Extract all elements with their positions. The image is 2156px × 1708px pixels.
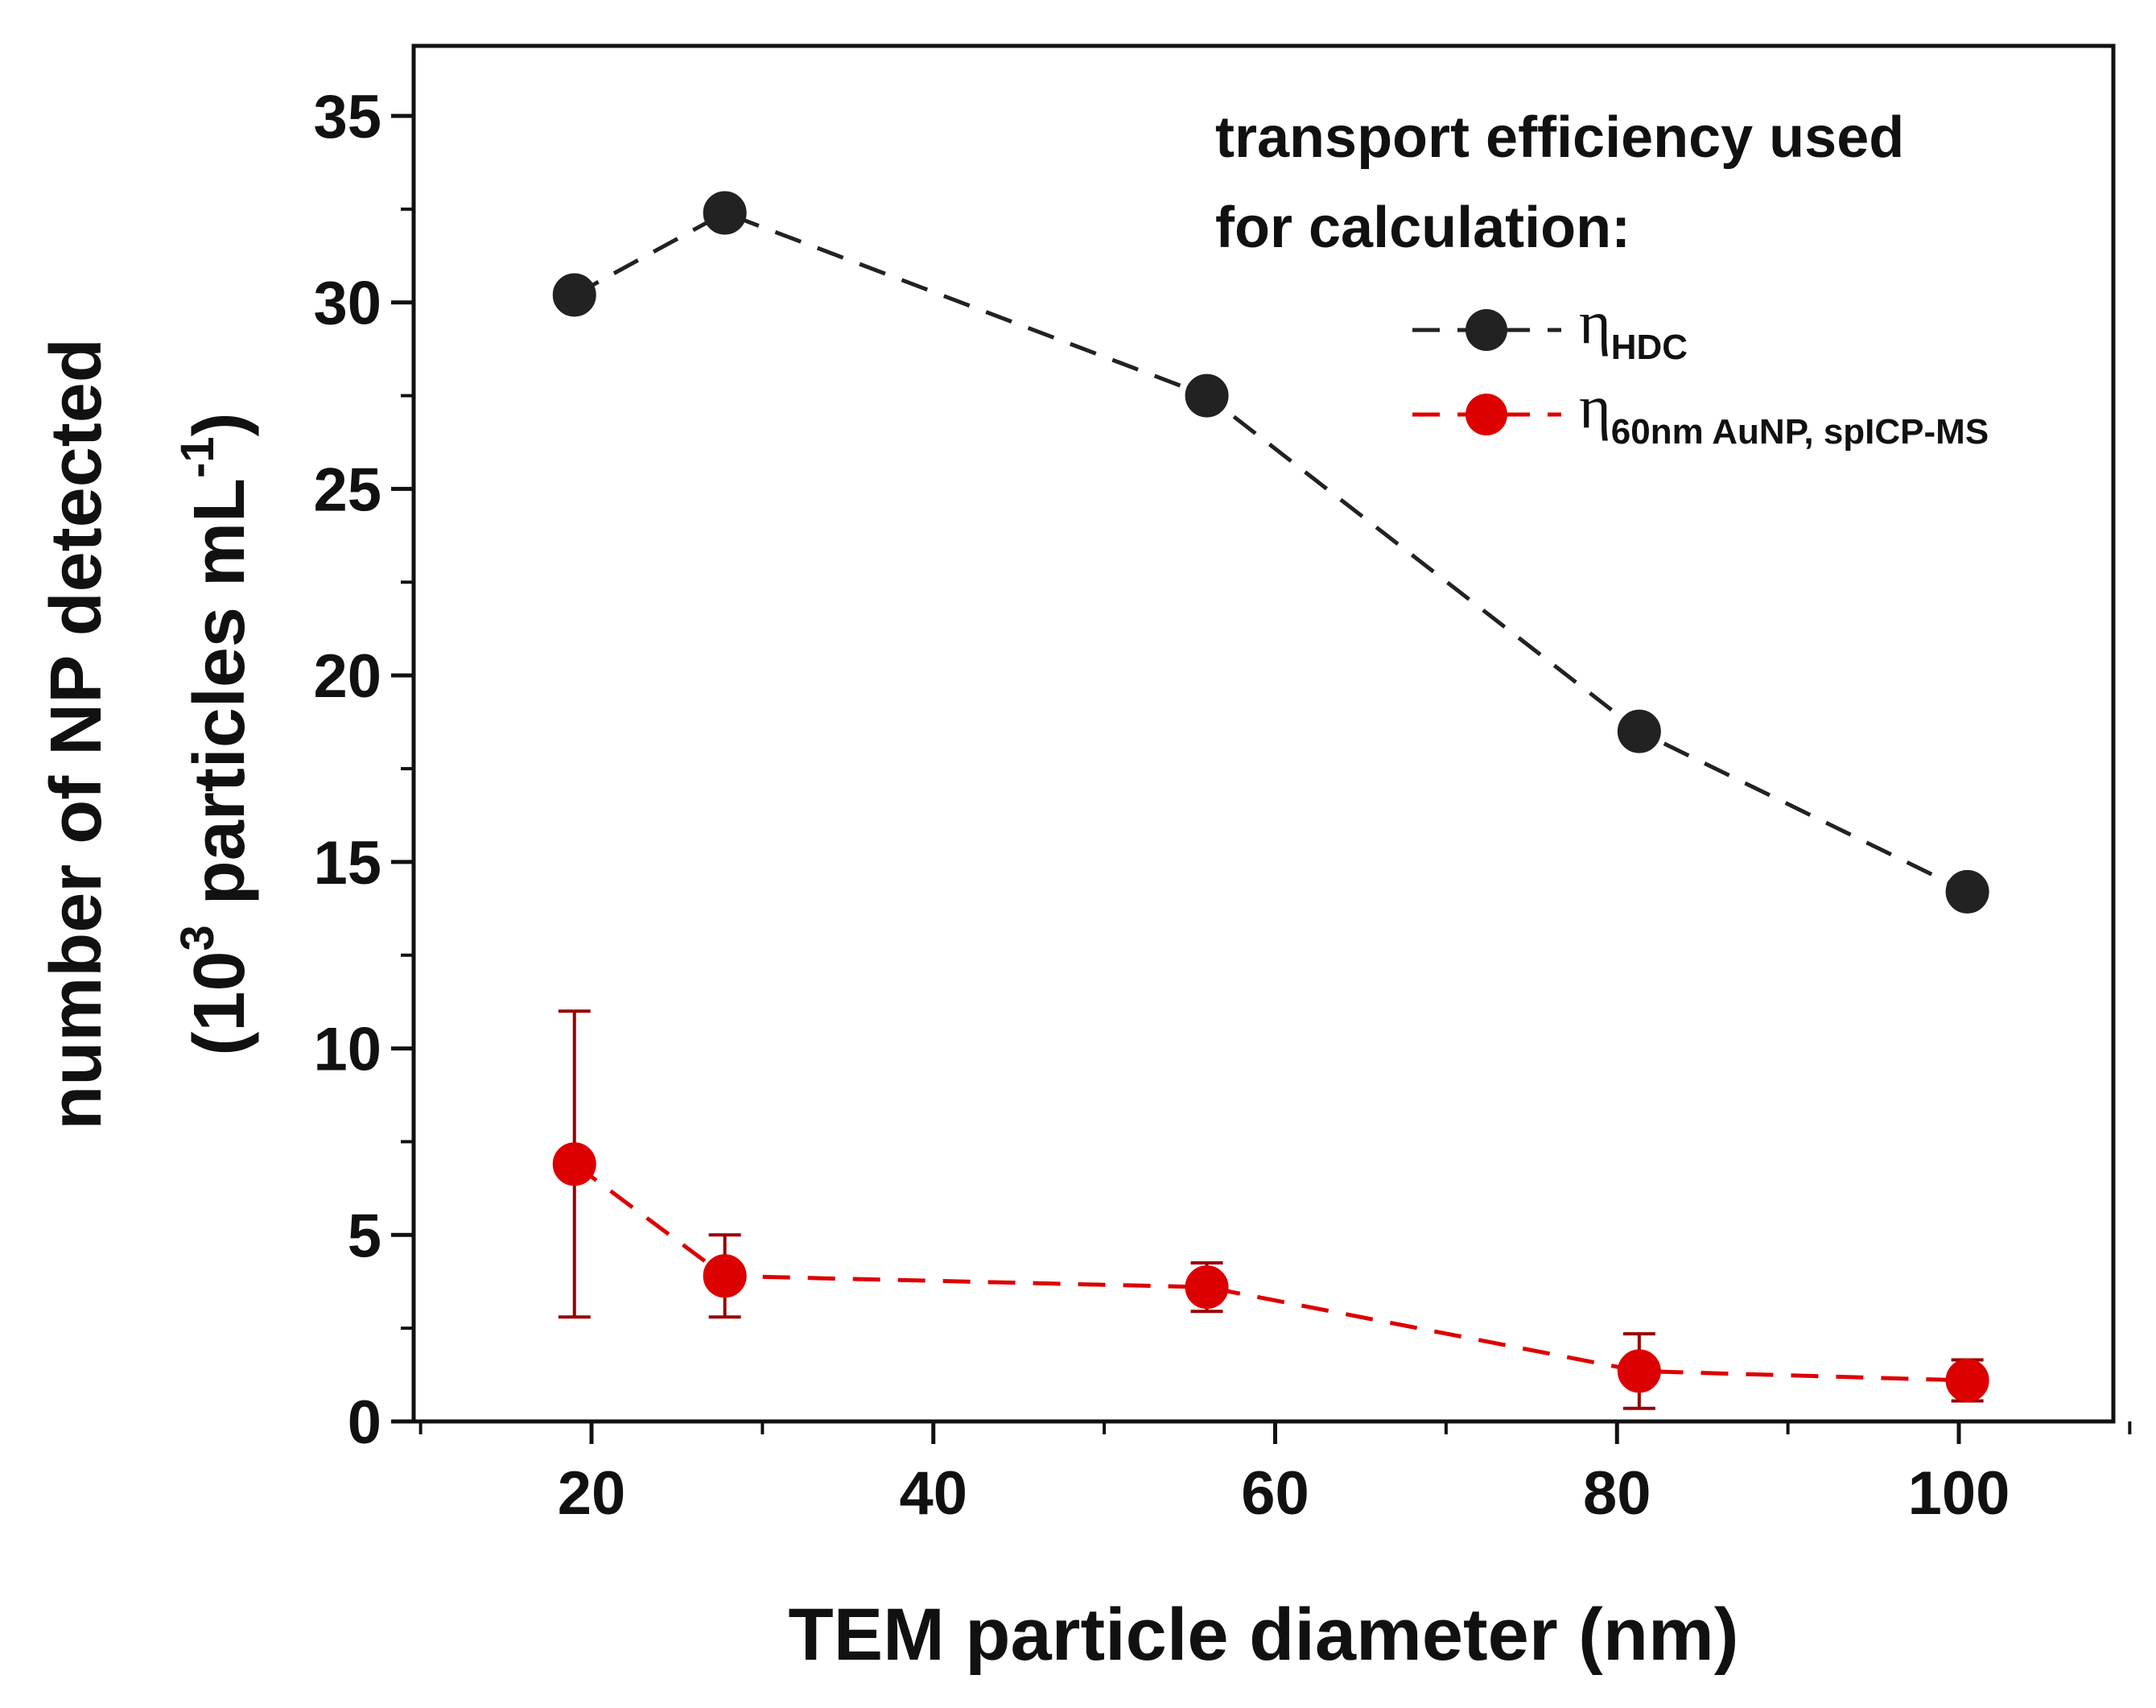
- legend-entry-1: ηHDC: [1412, 289, 1688, 367]
- x-tick-label: 40: [899, 1459, 967, 1528]
- y-axis-label: number of NP detected: [36, 338, 117, 1130]
- plot-border: [411, 43, 2116, 1424]
- y-label-mid: particles mL: [179, 478, 260, 925]
- x-tick-label: 100: [1908, 1459, 2010, 1528]
- x-tick-label: 20: [558, 1459, 626, 1528]
- series-line: [573, 1162, 1968, 1383]
- y-tick-label: 35: [313, 83, 381, 151]
- legend-subscript: 60nm AuNP, spICP-MS: [1611, 412, 1989, 452]
- series-2: [552, 1009, 1989, 1410]
- y-tick-label: 25: [313, 456, 381, 524]
- legend-title-line2: for calculation:: [1215, 196, 1630, 260]
- axes: 0 5 10 15 20 25 30 35 20 40 60 80 100: [313, 83, 2132, 1528]
- legend-label: ηHDC: [1579, 289, 1688, 367]
- legend-marker: [1466, 309, 1507, 351]
- y-tick-label: 0: [348, 1388, 381, 1457]
- y-axis-label-line2: (103 particles mL-1): [171, 412, 260, 1055]
- data-point: [1945, 1359, 1989, 1403]
- legend-subscript: HDC: [1611, 328, 1688, 367]
- plot-frame: [411, 43, 2116, 1424]
- legend-symbol: η: [1579, 289, 1611, 357]
- y-label-pre: (10: [179, 951, 260, 1055]
- legend-label: η60nm AuNP, spICP-MS: [1579, 373, 1989, 452]
- y-tick-label: 15: [313, 829, 381, 897]
- data-point: [1185, 1265, 1229, 1310]
- y-label-sup: 3: [171, 925, 224, 951]
- data-point: [1617, 1349, 1661, 1393]
- legend-marker: [1466, 394, 1507, 435]
- y-label-post: ): [179, 412, 260, 436]
- data-point: [1185, 373, 1229, 418]
- x-tick-label: 60: [1241, 1459, 1309, 1528]
- data-point: [1945, 869, 1989, 914]
- legend-title-line1: transport efficiency used: [1215, 105, 1904, 170]
- series-1: [552, 191, 1989, 914]
- y-tick-label: 5: [348, 1202, 381, 1270]
- y-tick-label: 30: [313, 270, 381, 338]
- y-label-sup2: -1: [171, 436, 224, 478]
- y-axis-label-2: (103 particles mL-1): [171, 412, 260, 1055]
- data-point: [552, 273, 596, 317]
- x-tick-label: 80: [1583, 1459, 1651, 1528]
- y-tick-label: 20: [313, 642, 381, 711]
- data-point: [703, 1254, 747, 1298]
- series-line: [573, 210, 1968, 894]
- x-axis-label: TEM particle diameter (nm): [789, 1594, 1739, 1676]
- series-layer: [552, 191, 1989, 1410]
- y-tick-label: 10: [313, 1016, 381, 1084]
- data-point: [1617, 709, 1661, 753]
- y-axis-label-line1: number of NP detected: [36, 338, 117, 1130]
- legend: transport efficiency used for calculatio…: [1215, 105, 1989, 452]
- legend-symbol: η: [1579, 373, 1611, 441]
- data-point: [552, 1142, 596, 1186]
- legend-entry-2: η60nm AuNP, spICP-MS: [1412, 373, 1989, 452]
- data-point: [703, 191, 747, 235]
